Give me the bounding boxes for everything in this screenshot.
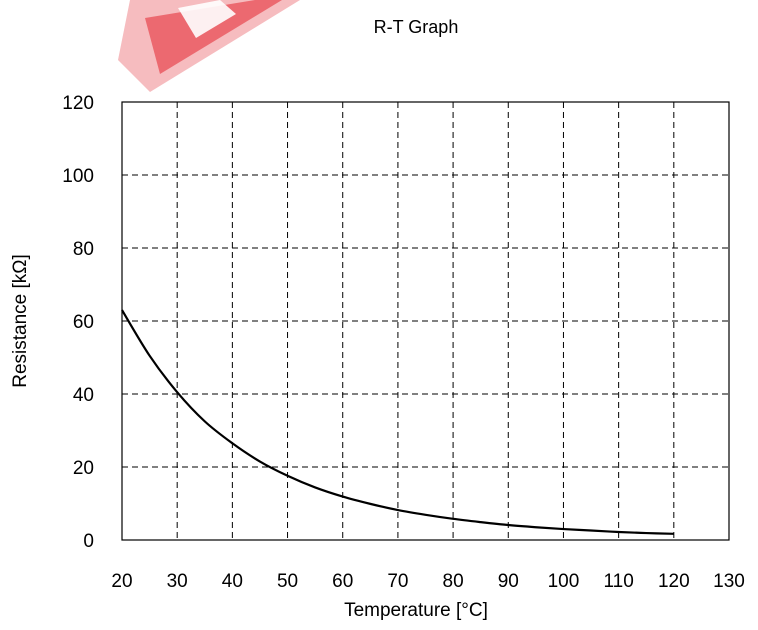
x-axis-title: Temperature [°C]: [344, 600, 488, 621]
grid-lines: [122, 102, 729, 540]
x-tick-label: 70: [387, 571, 408, 592]
x-tick-label: 120: [658, 571, 690, 592]
x-tick-label: 90: [498, 571, 519, 592]
y-tick-label: 120: [62, 93, 94, 114]
plot-frame: [121, 101, 730, 541]
y-tick-labels: 0 20 40 60 80 100 120: [62, 93, 94, 552]
series-line: [121, 309, 674, 535]
x-tick-label: 20: [111, 571, 132, 592]
x-tick-label: 100: [548, 571, 580, 592]
y-tick-label: 100: [62, 166, 94, 187]
x-tick-label: 130: [713, 571, 745, 592]
y-tick-label: 80: [73, 239, 94, 260]
x-tick-label: 80: [443, 571, 464, 592]
watermark-logo: [118, 0, 300, 92]
x-tick-label: 30: [167, 571, 188, 592]
y-axis-title: Resistance [kΩ]: [10, 254, 31, 388]
x-tick-label: 40: [222, 571, 243, 592]
y-tick-label: 20: [73, 458, 94, 479]
chart-title: R-T Graph: [374, 17, 459, 37]
x-tick-labels: 20 30 40 50 60 70 80 90 100 110 120 130: [111, 571, 744, 592]
x-tick-label: 110: [603, 571, 633, 592]
x-tick-label: 50: [277, 571, 298, 592]
y-tick-label: 0: [83, 531, 94, 552]
x-tick-label: 60: [332, 571, 353, 592]
y-tick-label: 40: [73, 385, 94, 406]
y-tick-label: 60: [73, 312, 94, 333]
